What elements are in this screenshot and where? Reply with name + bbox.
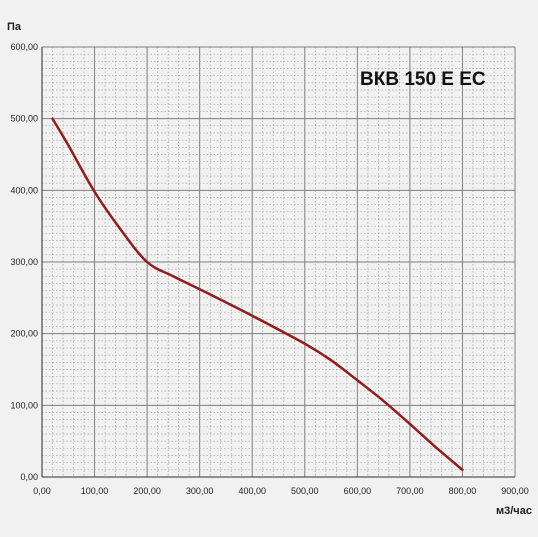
x-tick-label: 700,00 — [396, 486, 424, 496]
x-tick-label: 400,00 — [238, 486, 266, 496]
y-tick-label: 100,00 — [10, 400, 38, 410]
x-axis-label: м3/час — [496, 505, 532, 517]
x-tick-label: 800,00 — [449, 486, 477, 496]
y-axis-label: Па — [7, 21, 22, 33]
grid — [41, 46, 516, 478]
y-tick-label: 300,00 — [10, 257, 38, 267]
x-tick-label: 300,00 — [186, 486, 214, 496]
y-tick-label: 600,00 — [10, 42, 38, 52]
x-tick-label: 0,00 — [33, 486, 51, 496]
x-tick-label: 200,00 — [133, 486, 161, 496]
y-tick-label: 400,00 — [10, 185, 38, 195]
chart-title: ВКВ 150 Е ЕС — [360, 69, 486, 90]
y-tick-label: 200,00 — [10, 329, 38, 339]
x-tick-label: 600,00 — [344, 486, 372, 496]
x-tick-label: 100,00 — [81, 486, 109, 496]
y-tick-label: 0,00 — [20, 472, 38, 482]
pressure-curve — [51, 117, 464, 472]
x-tick-label: 500,00 — [291, 486, 319, 496]
y-tick-label: 500,00 — [10, 114, 38, 124]
x-tick-label: 900,00 — [501, 486, 529, 496]
tick-labels: 0,00 100,00 200,00 300,00 400,00 500,00 600,00… — [10, 42, 528, 496]
